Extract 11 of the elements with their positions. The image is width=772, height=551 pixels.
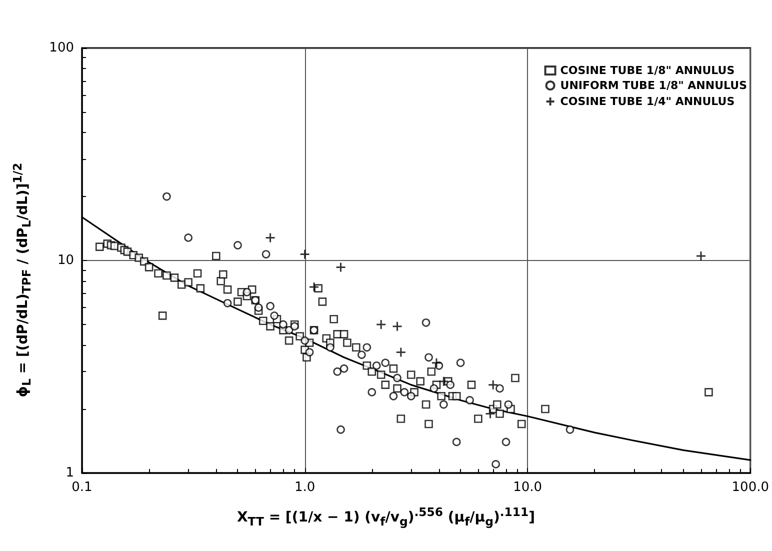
legend-label: COSINE TUBE 1/4" ANNULUS <box>560 95 735 108</box>
legend-label: UNIFORM TUBE 1/8" ANNULUS <box>560 79 748 92</box>
x-tick-label: 1.0 <box>294 480 316 495</box>
x-tick-label: 10.0 <box>513 480 542 495</box>
legend-label: COSINE TUBE 1/8" ANNULUS <box>560 64 735 77</box>
x-tick-label: 0.1 <box>72 480 92 495</box>
y-tick-label: 100 <box>49 40 74 56</box>
text: X$_{TT}$ = [(1/x − 1) (v$_{f}$/v$_{g}$)$^{.556}$ (μ$_{f}$/μ$_{g}$)$^{.111}$] <box>236 505 536 528</box>
x-tick-label: 100.0 <box>732 480 769 495</box>
y-tick-label: 1 <box>66 466 74 480</box>
y-tick-label: 10 <box>57 253 74 268</box>
